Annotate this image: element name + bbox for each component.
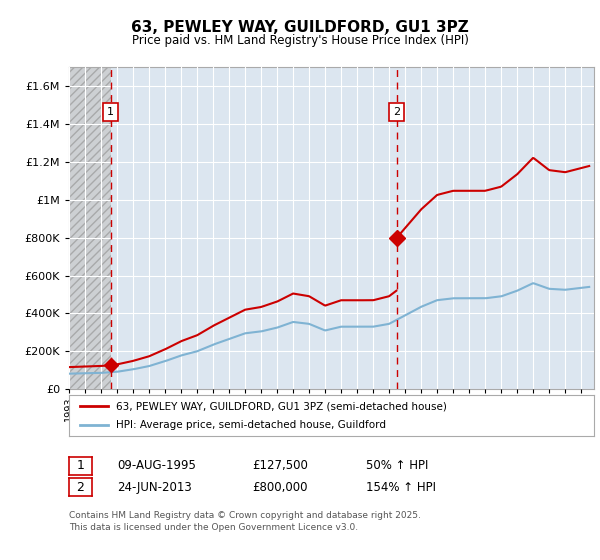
Text: 2: 2 <box>76 480 85 494</box>
Text: £800,000: £800,000 <box>252 480 308 494</box>
Text: £127,500: £127,500 <box>252 459 308 473</box>
Text: 63, PEWLEY WAY, GUILDFORD, GU1 3PZ: 63, PEWLEY WAY, GUILDFORD, GU1 3PZ <box>131 20 469 35</box>
Text: Price paid vs. HM Land Registry's House Price Index (HPI): Price paid vs. HM Land Registry's House … <box>131 34 469 46</box>
Text: 09-AUG-1995: 09-AUG-1995 <box>117 459 196 473</box>
Text: 50% ↑ HPI: 50% ↑ HPI <box>366 459 428 473</box>
Text: 1: 1 <box>107 108 114 117</box>
Bar <box>69 67 110 389</box>
Text: Contains HM Land Registry data © Crown copyright and database right 2025.
This d: Contains HM Land Registry data © Crown c… <box>69 511 421 531</box>
Text: 2: 2 <box>393 108 400 117</box>
Text: 1: 1 <box>76 459 85 473</box>
Text: 63, PEWLEY WAY, GUILDFORD, GU1 3PZ (semi-detached house): 63, PEWLEY WAY, GUILDFORD, GU1 3PZ (semi… <box>116 402 447 411</box>
Text: 24-JUN-2013: 24-JUN-2013 <box>117 480 192 494</box>
Text: HPI: Average price, semi-detached house, Guildford: HPI: Average price, semi-detached house,… <box>116 421 386 431</box>
Text: 154% ↑ HPI: 154% ↑ HPI <box>366 480 436 494</box>
